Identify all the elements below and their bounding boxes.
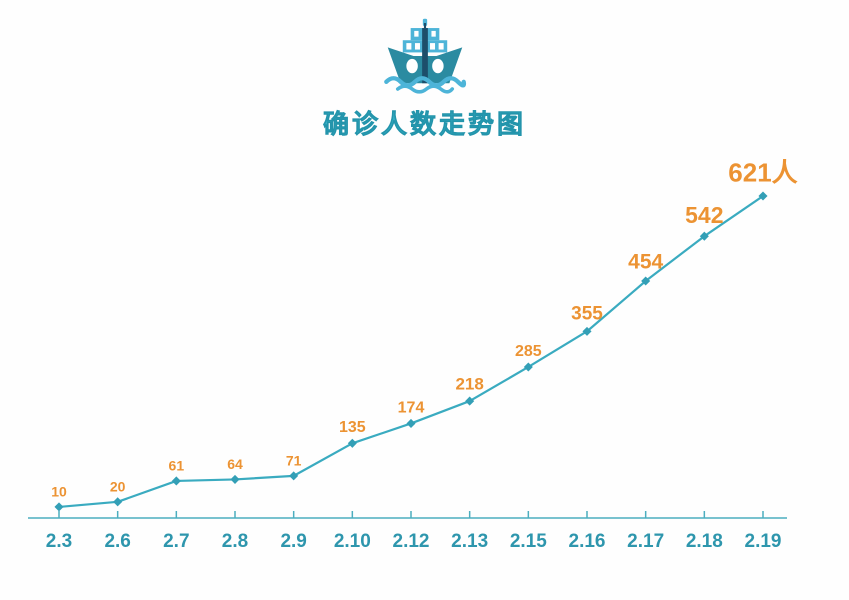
data-point-marker (523, 362, 533, 372)
x-axis-tick-label: 2.8 (222, 531, 248, 552)
x-axis-tick-label: 2.19 (745, 531, 782, 552)
x-axis-tick-label: 2.10 (334, 531, 371, 552)
ship-window (414, 43, 420, 50)
chart-header: 确诊人数走势图 (0, 18, 849, 141)
data-point-marker (347, 438, 357, 448)
data-point-value-label: 64 (227, 456, 243, 472)
data-point-marker (465, 396, 475, 406)
data-point-value-label: 174 (398, 399, 425, 416)
x-axis-tick-label: 2.13 (451, 531, 488, 552)
data-point-value-label: 20 (110, 478, 126, 494)
x-axis-tick-label: 2.6 (104, 531, 130, 552)
ship-mast (423, 23, 426, 30)
data-point-value-label: 542 (685, 202, 723, 228)
x-axis-tick-label: 2.12 (393, 531, 430, 552)
data-point-value-label: 135 (339, 419, 366, 436)
data-point-value-label: 71 (286, 452, 302, 468)
data-point-value-label: 10 (51, 483, 67, 499)
x-axis-tick-label: 2.16 (569, 531, 606, 552)
data-point-marker (171, 476, 181, 486)
x-axis-tick-label: 2.9 (280, 531, 306, 552)
chart-title: 确诊人数走势图 (322, 109, 526, 140)
data-point-value-label: 454 (628, 250, 663, 273)
data-point-marker (289, 471, 299, 481)
trend-line (58, 195, 764, 509)
data-point-value-label: 621人 (728, 158, 797, 188)
ship-porthole (431, 58, 444, 74)
data-point-value-label: 285 (515, 343, 542, 360)
x-axis-tick-label: 2.7 (163, 531, 189, 552)
x-axis-tick-label: 2.15 (510, 531, 547, 552)
ship-icon (383, 18, 466, 94)
data-point-marker (113, 497, 123, 507)
x-axis-tick-label: 2.18 (686, 531, 723, 552)
data-point-marker (582, 326, 592, 336)
data-point-value-label: 355 (571, 303, 603, 324)
ship-porthole (405, 58, 418, 74)
ship-center-stripe (421, 28, 428, 84)
ship-mast-tip (422, 18, 427, 26)
ship-window (429, 43, 435, 50)
wave-icon (395, 84, 454, 94)
data-point-value-label: 61 (169, 457, 185, 473)
data-point-marker (230, 474, 240, 484)
x-axis-tick-label: 2.17 (627, 531, 664, 552)
x-axis-tick-label: 2.3 (46, 531, 72, 552)
data-point-value-label: 218 (455, 375, 483, 394)
ship-window (430, 30, 436, 37)
ship-window (405, 43, 411, 50)
ship-window (438, 43, 444, 50)
data-point-marker (406, 418, 416, 428)
data-point-marker (54, 502, 64, 512)
data-point-marker (699, 231, 709, 241)
ship-window (413, 30, 419, 37)
wave-icon (383, 76, 466, 88)
